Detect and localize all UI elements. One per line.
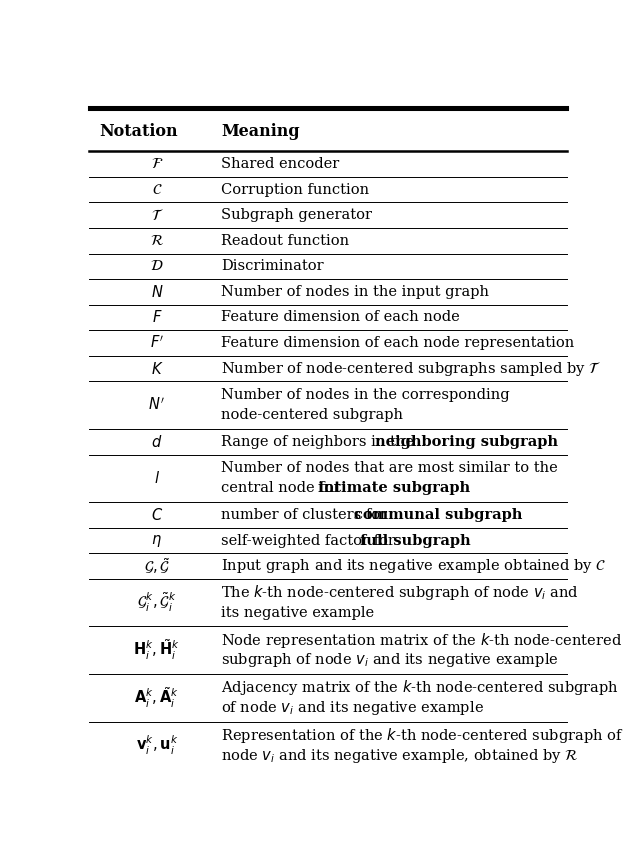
Text: Corruption function: Corruption function: [221, 182, 369, 197]
Text: The $k$-th node-centered subgraph of node $v_i$ and: The $k$-th node-centered subgraph of nod…: [221, 583, 579, 602]
Text: Representation of the $k$-th node-centered subgraph of: Representation of the $k$-th node-center…: [221, 726, 624, 745]
Text: $F'$: $F'$: [150, 335, 164, 351]
Text: $F$: $F$: [152, 310, 162, 325]
Text: Notation: Notation: [99, 123, 177, 140]
Text: Number of nodes in the input graph: Number of nodes in the input graph: [221, 285, 490, 299]
Text: Adjacency matrix of the $k$-th node-centered subgraph: Adjacency matrix of the $k$-th node-cent…: [221, 679, 620, 697]
Text: neighboring subgraph: neighboring subgraph: [374, 435, 557, 449]
Text: its negative example: its negative example: [221, 605, 374, 620]
Text: Feature dimension of each node: Feature dimension of each node: [221, 310, 460, 324]
Text: Shared encoder: Shared encoder: [221, 157, 340, 171]
Text: $\mathbf{v}_i^k, \mathbf{u}_i^k$: $\mathbf{v}_i^k, \mathbf{u}_i^k$: [136, 734, 178, 757]
Text: $\mathcal{D}$: $\mathcal{D}$: [150, 260, 164, 273]
Text: node $v_i$ and its negative example, obtained by $\mathcal{R}$: node $v_i$ and its negative example, obt…: [221, 746, 579, 765]
Text: $\mathcal{G}, \tilde{\mathcal{G}}$: $\mathcal{G}, \tilde{\mathcal{G}}$: [143, 556, 170, 576]
Text: Discriminator: Discriminator: [221, 260, 324, 273]
Text: subgraph of node $v_i$ and its negative example: subgraph of node $v_i$ and its negative …: [221, 651, 559, 669]
Text: $\mathcal{T}$: $\mathcal{T}$: [150, 208, 163, 223]
Text: Subgraph generator: Subgraph generator: [221, 208, 372, 222]
Text: $C$: $C$: [151, 507, 163, 523]
Text: Readout function: Readout function: [221, 234, 349, 248]
Text: $l$: $l$: [154, 470, 160, 487]
Text: Number of node-centered subgraphs sampled by $\mathcal{T}$: Number of node-centered subgraphs sample…: [221, 359, 602, 378]
Text: communal subgraph: communal subgraph: [354, 508, 522, 522]
Text: of node $v_i$ and its negative example: of node $v_i$ and its negative example: [221, 699, 484, 717]
Text: full subgraph: full subgraph: [360, 533, 470, 548]
Text: Number of nodes that are most similar to the: Number of nodes that are most similar to…: [221, 461, 558, 476]
Text: $\mathcal{F}$: $\mathcal{F}$: [150, 157, 163, 171]
Text: self-weighted factor for: self-weighted factor for: [221, 533, 400, 548]
Text: Node representation matrix of the $k$-th node-centered: Node representation matrix of the $k$-th…: [221, 630, 622, 650]
Text: $\eta$: $\eta$: [152, 532, 163, 549]
Text: $d$: $d$: [151, 433, 163, 450]
Text: $\mathcal{C}$: $\mathcal{C}$: [152, 182, 162, 197]
Text: Range of neighbors in the: Range of neighbors in the: [221, 435, 419, 449]
Text: $\mathbf{H}_i^k, \tilde{\mathbf{H}}_i^k$: $\mathbf{H}_i^k, \tilde{\mathbf{H}}_i^k$: [133, 638, 180, 662]
Text: Feature dimension of each node representation: Feature dimension of each node represent…: [221, 336, 575, 350]
Text: central node for: central node for: [221, 482, 346, 495]
Text: Input graph and its negative example obtained by $\mathcal{C}$: Input graph and its negative example obt…: [221, 557, 607, 575]
Text: Number of nodes in the corresponding: Number of nodes in the corresponding: [221, 388, 510, 402]
Text: $K$: $K$: [150, 360, 163, 377]
Text: $\mathbf{A}_i^k, \tilde{\mathbf{A}}_i^k$: $\mathbf{A}_i^k, \tilde{\mathbf{A}}_i^k$: [134, 685, 179, 710]
Text: Meaning: Meaning: [221, 123, 300, 140]
Text: $\mathcal{G}_i^k, \tilde{\mathcal{G}}_i^k$: $\mathcal{G}_i^k, \tilde{\mathcal{G}}_i^…: [137, 591, 177, 614]
Text: number of clusters for: number of clusters for: [221, 508, 392, 522]
Text: intimate subgraph: intimate subgraph: [317, 482, 470, 495]
Text: $N$: $N$: [150, 284, 163, 300]
Text: $N'$: $N'$: [148, 396, 165, 414]
Text: $\mathcal{R}$: $\mathcal{R}$: [150, 234, 164, 248]
Text: node-centered subgraph: node-centered subgraph: [221, 408, 403, 422]
